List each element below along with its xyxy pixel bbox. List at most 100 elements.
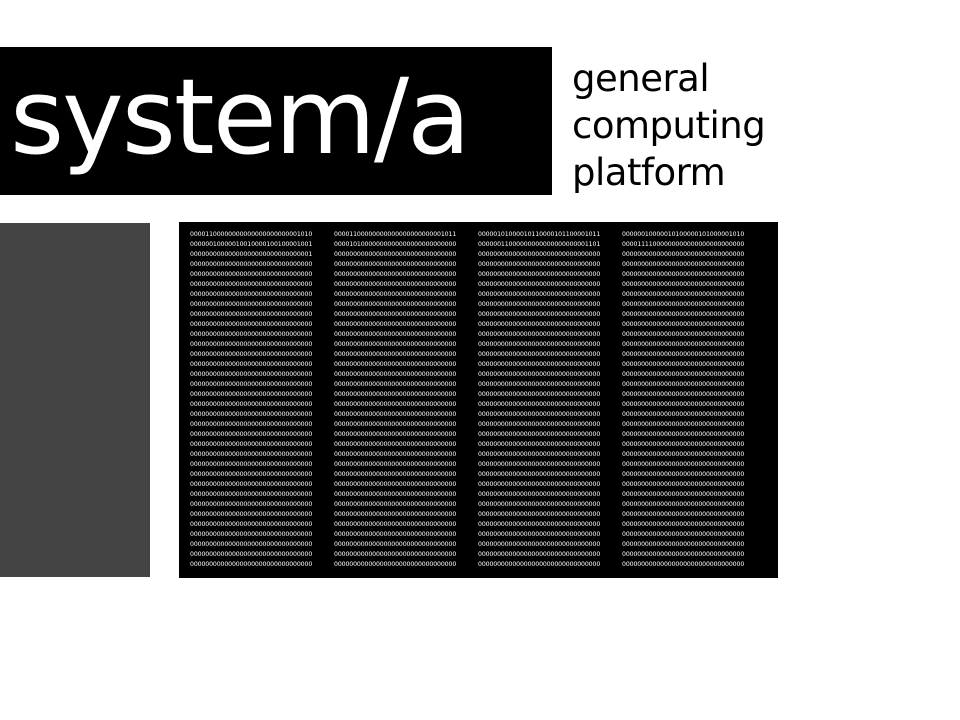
- memory-word: 00000000000000000000000000000000: [190, 321, 313, 328]
- memory-word: 00000000000000000000000000000000: [190, 331, 313, 338]
- memory-word: 00000000000000000000000000000000: [622, 351, 745, 358]
- memory-word: 00001100000000000000000000001011: [334, 231, 457, 238]
- memory-row: 00000000000000000000000000000000 00000000…: [190, 270, 770, 280]
- memory-word: 00001010000000000000000000000000: [334, 241, 457, 248]
- memory-word: 00000000000000000000000000000000: [478, 311, 601, 318]
- tagline-line-2: computing: [572, 104, 766, 147]
- memory-row: 00000000000000000000000000000000 00000000…: [190, 500, 770, 510]
- memory-word: 00000000000000000000000000000000: [622, 371, 745, 378]
- memory-row: 00000000000000000000000000000000 00000000…: [190, 400, 770, 410]
- memory-word: 00000000000000000000000000000000: [190, 341, 313, 348]
- memory-word: 00000000000000000000000000000000: [478, 361, 601, 368]
- memory-word: 00000000000000000000000000000000: [478, 281, 601, 288]
- memory-row: 00000000000000000000000000000000 00000000…: [190, 550, 770, 560]
- memory-word: 00000000000000000000000000000000: [478, 461, 601, 468]
- memory-word: 00000101000010110000101100001011: [478, 231, 601, 238]
- memory-word: 00000000000000000000000000000000: [190, 311, 313, 318]
- memory-word: 00000000000000000000000000000000: [190, 281, 313, 288]
- memory-word: 00000000000000000000000000000000: [622, 311, 745, 318]
- memory-word: 00000000000000000000000000000000: [478, 261, 601, 268]
- memory-row: 00000000000000000000000000000000 00000000…: [190, 360, 770, 370]
- memory-row: 00000000000000000000000000000000 00000000…: [190, 300, 770, 310]
- memory-word: 00000000000000000000000000000000: [334, 421, 457, 428]
- memory-word: 00000000000000000000000000000000: [334, 351, 457, 358]
- memory-row: 00000000000000000000000000000000 00000000…: [190, 260, 770, 270]
- memory-row: 00000000000000000000000000000000 00000000…: [190, 560, 770, 570]
- memory-word: 00000010000010100000101000001010: [622, 231, 745, 238]
- memory-word: 00000000000000000000000000000000: [334, 321, 457, 328]
- memory-row: 00000000000000000000000000000000 00000000…: [190, 380, 770, 390]
- memory-word: 00000000000000000000000000000000: [190, 291, 313, 298]
- memory-word: 00000000000000000000000000000000: [334, 441, 457, 448]
- memory-word: 00000000000000000000000000000000: [334, 531, 457, 538]
- memory-word: 00000000000000000000000000000000: [622, 331, 745, 338]
- memory-word: 00000000000000000000000000000000: [478, 291, 601, 298]
- memory-word: 00000000000000000000000000000000: [622, 381, 745, 388]
- memory-word: 00000000000000000000000000000000: [622, 521, 745, 528]
- memory-word: 00000000000000000000000000000000: [622, 541, 745, 548]
- memory-word: 00000000000000000000000000000000: [622, 481, 745, 488]
- tagline: general computing platform: [572, 55, 766, 196]
- memory-word: 00000000000000000000000000000000: [478, 401, 601, 408]
- memory-row: 00000000000000000000000000000000 00000000…: [190, 520, 770, 530]
- memory-word: 00000000000000000000000000000000: [190, 511, 313, 518]
- memory-word: 00000000000000000000000000000000: [334, 361, 457, 368]
- memory-word: 00000000000000000000000000000000: [334, 521, 457, 528]
- memory-row: 00000000000000000000000000000000 00000000…: [190, 430, 770, 440]
- memory-word: 00000000000000000000000000000000: [622, 301, 745, 308]
- memory-word: 00000000000000000000000000000000: [622, 251, 745, 258]
- memory-word: 00000000000000000000000000000000: [334, 541, 457, 548]
- memory-word: 00000000000000000000000000000000: [334, 371, 457, 378]
- memory-word: 00000000000000000000000000000000: [622, 391, 745, 398]
- memory-word: 00000000000000000000000000000000: [622, 491, 745, 498]
- memory-row: 00000010000010010000100100001001 00001010…: [190, 240, 770, 250]
- memory-row: 00000000000000000000000000000000 00000000…: [190, 330, 770, 340]
- memory-word: 00000011000000000000000000001101: [478, 241, 601, 248]
- memory-word: 00000000000000000000000000000000: [622, 471, 745, 478]
- memory-row: 00000000000000000000000000000000 00000000…: [190, 390, 770, 400]
- memory-row: 00000000000000000000000000000000 00000000…: [190, 450, 770, 460]
- memory-word: 00001111000000000000000000000000: [622, 241, 745, 248]
- memory-word: 00000000000000000000000000000000: [478, 441, 601, 448]
- memory-word: 00000000000000000000000000000000: [334, 411, 457, 418]
- memory-word: 00001100000000000000000000001010: [190, 231, 313, 238]
- logo-wordmark: system/a: [10, 56, 471, 178]
- memory-row: 00000000000000000000000000000000 00000000…: [190, 410, 770, 420]
- memory-word: 00000000000000000000000000000000: [622, 551, 745, 558]
- memory-word: 00000000000000000000000000000001: [190, 251, 313, 258]
- memory-word: 00000000000000000000000000000000: [334, 291, 457, 298]
- memory-word: 00000000000000000000000000000000: [478, 411, 601, 418]
- memory-row: 00000000000000000000000000000000 00000000…: [190, 440, 770, 450]
- memory-word: 00000000000000000000000000000000: [190, 271, 313, 278]
- memory-row: 00000000000000000000000000000000 00000000…: [190, 540, 770, 550]
- memory-word: 00000000000000000000000000000000: [190, 361, 313, 368]
- memory-word: 00000000000000000000000000000000: [622, 451, 745, 458]
- memory-word: 00000000000000000000000000000000: [190, 501, 313, 508]
- memory-row: 00000000000000000000000000000000 00000000…: [190, 370, 770, 380]
- memory-rows: 00001100000000000000000000001010 00001100…: [190, 230, 770, 570]
- memory-word: 00000010000010010000100100001001: [190, 241, 313, 248]
- memory-word: 00000000000000000000000000000000: [334, 281, 457, 288]
- memory-word: 00000000000000000000000000000000: [478, 471, 601, 478]
- memory-word: 00000000000000000000000000000000: [478, 371, 601, 378]
- memory-word: 00000000000000000000000000000000: [334, 331, 457, 338]
- memory-word: 00000000000000000000000000000000: [190, 261, 313, 268]
- memory-word: 00000000000000000000000000000000: [622, 401, 745, 408]
- memory-word: 00000000000000000000000000000000: [334, 431, 457, 438]
- memory-word: 00000000000000000000000000000000: [190, 411, 313, 418]
- memory-word: 00000000000000000000000000000000: [334, 551, 457, 558]
- memory-row: 00000000000000000000000000000001 00000000…: [190, 250, 770, 260]
- memory-row: 00000000000000000000000000000000 00000000…: [190, 290, 770, 300]
- memory-row: 00000000000000000000000000000000 00000000…: [190, 340, 770, 350]
- memory-word: 00000000000000000000000000000000: [478, 511, 601, 518]
- memory-row: 00000000000000000000000000000000 00000000…: [190, 490, 770, 500]
- memory-word: 00000000000000000000000000000000: [190, 521, 313, 528]
- memory-word: 00000000000000000000000000000000: [334, 471, 457, 478]
- memory-row: 00000000000000000000000000000000 00000000…: [190, 310, 770, 320]
- memory-word: 00000000000000000000000000000000: [478, 251, 601, 258]
- memory-word: 00000000000000000000000000000000: [478, 331, 601, 338]
- memory-row: 00000000000000000000000000000000 00000000…: [190, 480, 770, 490]
- memory-word: 00000000000000000000000000000000: [190, 401, 313, 408]
- memory-word: 00000000000000000000000000000000: [622, 441, 745, 448]
- memory-word: 00000000000000000000000000000000: [334, 461, 457, 468]
